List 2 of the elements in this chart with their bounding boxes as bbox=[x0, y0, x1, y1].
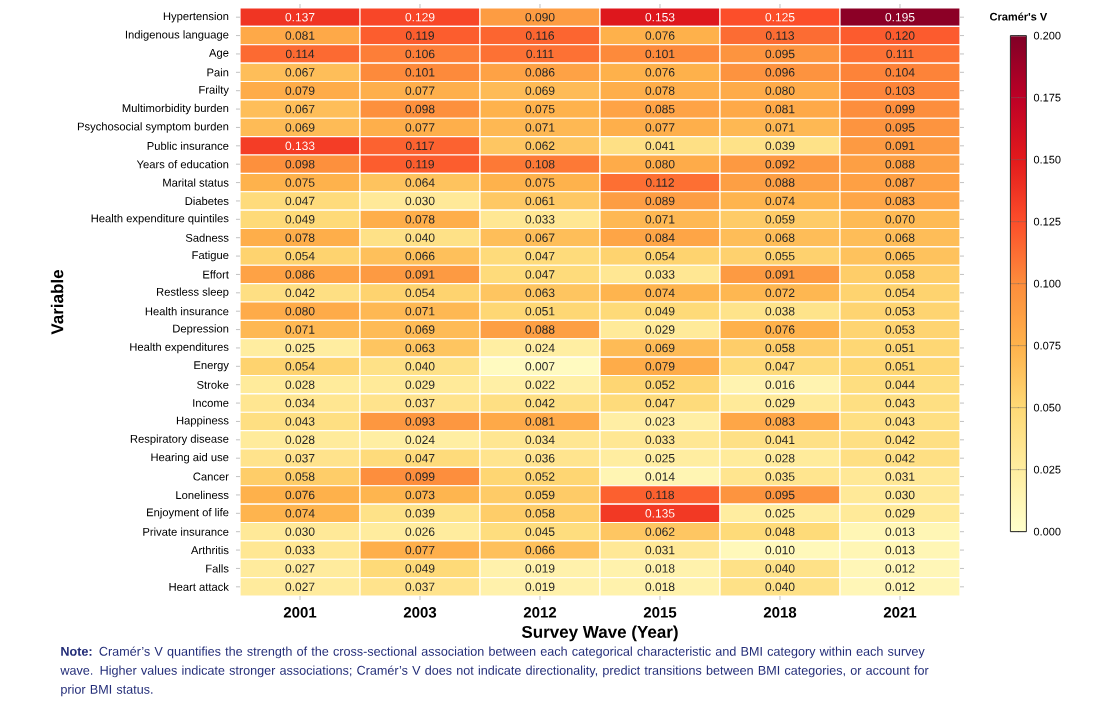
y-axis-title: Variable bbox=[50, 269, 64, 335]
x-axis-title: Survey Wave (Year) bbox=[521, 625, 678, 642]
